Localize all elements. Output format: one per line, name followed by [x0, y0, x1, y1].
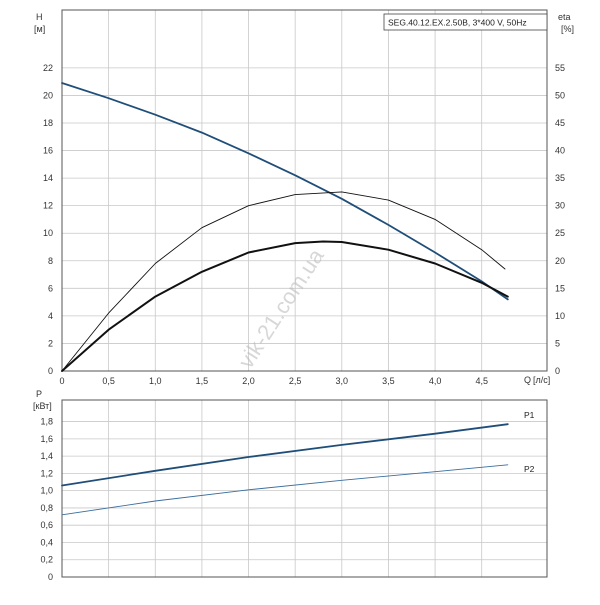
p-tick-label: 1,2	[40, 468, 53, 478]
h-tick-label: 10	[43, 228, 53, 238]
p1-series-label: P1	[524, 410, 535, 420]
eta-tick-label: 40	[555, 146, 565, 156]
p-tick-label: 1,4	[40, 451, 53, 461]
top-plot-frame	[61, 9, 548, 372]
h-tick-label: 18	[43, 118, 53, 128]
q-axis-label: Q	[524, 375, 531, 385]
p-tick-label: 0,2	[40, 555, 53, 565]
p1-curve-line	[61, 423, 509, 487]
p-tick-label: 0,8	[40, 503, 53, 513]
model-label-box	[383, 13, 548, 31]
q-tick-label: 3,0	[336, 376, 349, 386]
q-tick-label: 1,5	[196, 376, 209, 386]
h-tick-label: 2	[48, 338, 53, 348]
eta-total-curve-line	[61, 191, 506, 372]
top-grid	[61, 10, 547, 372]
bottom-tick-labels: 0 0,2 0,4 0,6 0,8 1,0 1,2 1,4 1,6 1,8	[40, 417, 53, 582]
q-tick-label: 3,5	[382, 376, 395, 386]
eta-axis-label: eta	[558, 12, 571, 22]
eta-tick-label: 45	[555, 118, 565, 128]
bottom-series-group	[61, 423, 509, 516]
p-axis-unit: [кВт]	[33, 401, 52, 411]
h-tick-label: 16	[43, 146, 53, 156]
top-series-group	[61, 82, 509, 372]
model-label: SEG.40.12.EX.2.50B, 3*400 V, 50Hz	[388, 18, 527, 28]
q-tick-label: 2,5	[289, 376, 302, 386]
h-tick-label: 8	[48, 256, 53, 266]
h-tick-label: 20	[43, 90, 53, 100]
eta-tick-label: 15	[555, 283, 565, 293]
q-tick-label: 2,0	[242, 376, 255, 386]
bottom-grid	[61, 400, 547, 578]
p-tick-label: 1,0	[40, 486, 53, 496]
p-tick-label: 1,8	[40, 417, 53, 427]
q-tick-label: 4,5	[475, 376, 488, 386]
h-tick-label: 22	[43, 63, 53, 73]
eta-tick-label: 35	[555, 173, 565, 183]
eta-hydraulic-curve-line	[61, 240, 509, 372]
p2-series-label: P2	[524, 464, 535, 474]
h-curve-line	[61, 82, 509, 301]
q-axis-unit: [л/с]	[533, 375, 550, 385]
h-tick-label: 14	[43, 173, 53, 183]
p-tick-label: 0	[48, 572, 53, 582]
p-axis-label: P	[36, 389, 42, 399]
q-tick-label: 0,5	[102, 376, 115, 386]
eta-tick-label: 25	[555, 228, 565, 238]
p-tick-label: 0,6	[40, 520, 53, 530]
q-tick-label: 1,0	[149, 376, 162, 386]
h-tick-label: 12	[43, 201, 53, 211]
q-tick-label: 0	[59, 376, 64, 386]
eta-tick-label: 50	[555, 90, 565, 100]
p-tick-label: 0,4	[40, 537, 53, 547]
eta-axis-unit: [%]	[561, 24, 574, 34]
h-axis-unit: [м]	[34, 24, 45, 34]
bottom-plot-frame	[61, 399, 548, 578]
eta-tick-label: 10	[555, 311, 565, 321]
eta-tick-label: 20	[555, 256, 565, 266]
q-tick-label: 4,0	[429, 376, 442, 386]
h-axis-label: H	[36, 12, 43, 22]
watermark-text: vik-21.com.ua	[233, 244, 329, 373]
h-tick-label: 0	[48, 366, 53, 376]
eta-tick-label: 0	[555, 366, 560, 376]
h-tick-label: 4	[48, 311, 53, 321]
h-tick-label: 6	[48, 283, 53, 293]
eta-tick-label: 5	[555, 338, 560, 348]
top-tick-labels: 0 0,5 1,0 1,5 2,0 2,5 3,0 3,5 4,0 4,5 0 2 4 6 8 10 12 14 1…	[43, 63, 565, 386]
eta-tick-label: 30	[555, 201, 565, 211]
p-tick-label: 1,6	[40, 434, 53, 444]
eta-tick-label: 55	[555, 63, 565, 73]
p2-curve-line	[61, 464, 509, 516]
